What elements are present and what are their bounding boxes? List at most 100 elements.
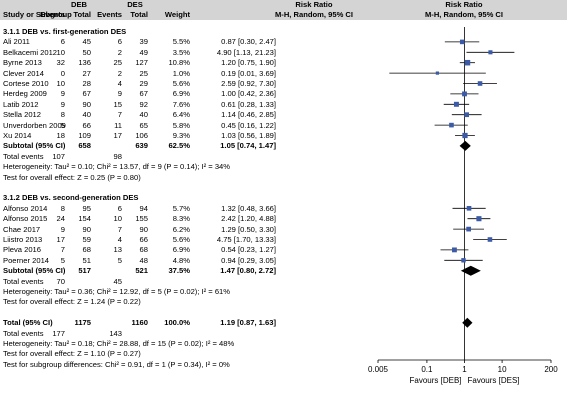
des-total: 66	[139, 235, 148, 244]
study-name: Cortese 2010	[3, 79, 49, 88]
des-events: 9	[117, 89, 122, 99]
deb-events: 10	[56, 79, 65, 88]
study-name: Pleva 2016	[3, 245, 41, 255]
study-weight: 4.8%	[172, 255, 190, 265]
deb-total-header: Total	[73, 10, 91, 19]
deb-events: 24	[56, 214, 65, 224]
deb-events: 7	[60, 245, 65, 255]
deb-total: 68	[82, 245, 91, 255]
des-events-header: Events	[97, 10, 122, 19]
study-name: Alfonso 2015	[3, 214, 48, 224]
des-total: 39	[139, 37, 148, 47]
deb-total: 66	[82, 120, 91, 130]
total-events-des: 98	[113, 151, 122, 161]
study-weight: 6.2%	[172, 224, 190, 234]
subtotal-des-total: 521	[135, 266, 148, 276]
rr-method-header: M-H, Random, 95% CI	[274, 10, 354, 19]
deb-events: 9	[60, 99, 65, 109]
study-marker	[487, 237, 493, 242]
des-events: 10	[113, 214, 122, 224]
header-band	[0, 0, 567, 20]
overall-total-events-deb: 177	[52, 328, 65, 338]
des-total: 90	[139, 224, 148, 234]
weight-header: Weight	[164, 10, 190, 19]
total-events-label: Total events	[3, 151, 44, 161]
study-risk-ratio: 0.94 [0.29, 3.05]	[221, 255, 276, 265]
study-weight: 5.7%	[172, 203, 190, 213]
study-risk-ratio: 4.90 [1.13, 21.23]	[216, 47, 276, 57]
study-marker	[452, 247, 457, 253]
subtotal-deb-total: 517	[78, 266, 91, 276]
deb-total: 51	[82, 255, 91, 265]
des-events: 2	[117, 68, 122, 78]
study-name: Unverdorben 2009	[3, 120, 66, 130]
study-marker	[466, 206, 472, 211]
study-name: Ali 2011	[3, 37, 30, 47]
study-weight: 5.5%	[172, 37, 190, 47]
des-group-header: DES	[127, 0, 143, 9]
deb-total: 40	[82, 110, 91, 120]
study-name: Byrne 2013	[3, 58, 42, 68]
study-marker	[453, 101, 459, 107]
deb-events: 8	[60, 110, 65, 120]
study-risk-ratio: 0.61 [0.28, 1.33]	[221, 99, 276, 109]
deb-events: 18	[56, 131, 65, 140]
overall-effect-text: Test for overall effect: Z = 1.24 (P = 0…	[3, 297, 141, 307]
study-marker	[461, 258, 466, 263]
study-risk-ratio: 4.75 [1.70, 13.33]	[216, 235, 276, 244]
study-risk-ratio: 0.19 [0.01, 3.69]	[221, 68, 276, 78]
deb-events: 9	[60, 89, 65, 99]
study-name: Liistro 2013	[3, 235, 43, 244]
study-marker	[462, 132, 468, 139]
total-events-label: Total events	[3, 276, 44, 286]
des-events: 11	[114, 120, 122, 130]
subtotal-des-total: 639	[135, 141, 148, 151]
des-events: 4	[117, 235, 122, 244]
plot-risk-ratio-header: Risk Ratio	[445, 0, 483, 9]
deb-total: 27	[82, 68, 91, 78]
subtotal-deb-total: 658	[78, 141, 91, 151]
study-marker	[459, 39, 465, 45]
study-weight: 6.4%	[172, 110, 190, 120]
study-weight: 6.9%	[172, 89, 190, 99]
favours-deb-label: Favours [DEB]	[409, 376, 461, 385]
des-events: 15	[113, 99, 122, 109]
des-total: 106	[135, 131, 148, 140]
study-weight: 5.8%	[172, 120, 190, 130]
des-total: 49	[139, 47, 148, 57]
subtotal-risk-ratio: 1.47 [0.80, 2.72]	[220, 266, 276, 276]
study-marker	[462, 91, 467, 97]
study-marker	[464, 112, 470, 118]
des-total: 68	[139, 245, 148, 255]
des-total: 94	[139, 203, 148, 213]
study-risk-ratio: 0.54 [0.23, 1.27]	[221, 245, 276, 255]
study-risk-ratio: 1.14 [0.46, 2.85]	[221, 110, 276, 120]
deb-total: 136	[78, 58, 91, 68]
subtotal-weight: 62.5%	[168, 141, 190, 151]
subtotal-risk-ratio: 1.05 [0.74, 1.47]	[220, 141, 276, 151]
deb-events: 32	[56, 58, 65, 68]
overall-heterogeneity-text: Heterogeneity: Tau² = 0.18; Chi² = 28.88…	[3, 339, 235, 348]
study-name: Chae 2017	[3, 224, 41, 234]
study-risk-ratio: 0.45 [0.16, 1.22]	[221, 120, 276, 130]
deb-group-header: DEB	[70, 0, 88, 9]
pooled-diamond	[462, 317, 473, 328]
des-events: 5	[117, 255, 122, 265]
des-events: 2	[117, 47, 122, 57]
des-total: 40	[139, 110, 148, 120]
study-weight: 8.3%	[172, 214, 190, 224]
total-label: Total (95% CI)	[3, 318, 53, 328]
study-name: Poerner 2014	[3, 255, 50, 265]
study-marker	[488, 50, 493, 55]
total-risk-ratio: 1.19 [0.87, 1.63]	[220, 318, 276, 328]
des-total: 48	[139, 255, 148, 265]
risk-ratio-header: Risk Ratio	[295, 0, 333, 9]
des-events: 7	[117, 110, 122, 120]
study-risk-ratio: 1.03 [0.56, 1.89]	[221, 131, 276, 140]
total-events-des: 45	[113, 276, 122, 286]
subgroup-differences-text: Test for subgroup differences: Chi² = 0.…	[3, 359, 230, 369]
study-name: Belkacemi 2012	[3, 47, 58, 57]
plot-method-header: M-H, Random, 95% CI	[424, 10, 504, 19]
des-events: 25	[113, 58, 122, 68]
